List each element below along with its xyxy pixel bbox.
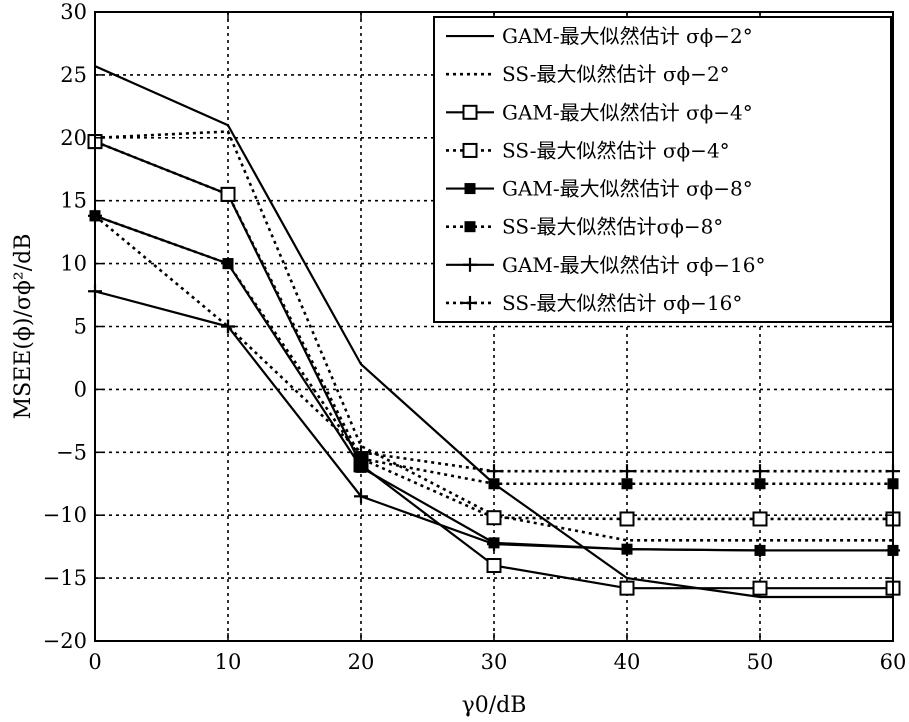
legend-entry: GAM-最大似然估计 σϕ−4°	[446, 100, 753, 124]
legend-label: SS-最大似然估计 σϕ−2°	[502, 62, 730, 86]
legend-label: SS-最大似然估计 σϕ−16°	[502, 291, 742, 315]
plus-marker	[620, 542, 634, 557]
legend-entry: SS-最大似然估计σϕ−8°	[446, 215, 723, 239]
filled-square-marker	[488, 478, 500, 490]
y-axis-title: MSEE(ϕ)/σϕ²/dB	[11, 234, 36, 420]
legend-label: SS-最大似然估计 σϕ−4°	[502, 138, 730, 162]
legend-entry: SS-最大似然估计 σϕ−16°	[446, 291, 742, 315]
plus-marker	[354, 445, 368, 460]
legend-box	[433, 16, 892, 323]
legend-label: GAM-最大似然估计 σϕ−4°	[502, 100, 753, 124]
x-tick-label: 0	[88, 650, 101, 674]
y-tick-label: 30	[60, 0, 87, 24]
y-tick-label: 15	[60, 189, 87, 213]
square-marker	[462, 104, 478, 120]
y-tick-label: −15	[43, 566, 87, 590]
filled-square-marker	[222, 258, 234, 270]
plus-marker	[753, 464, 767, 479]
plus-marker	[463, 295, 477, 310]
plus-marker	[463, 257, 477, 272]
x-tick-label: 30	[481, 650, 508, 674]
x-tick-label: 40	[614, 650, 641, 674]
y-tick-label: 10	[60, 252, 87, 276]
plus-marker	[354, 489, 368, 504]
x-tick-label: 50	[747, 650, 774, 674]
square-marker	[486, 558, 502, 574]
plus-marker	[487, 537, 501, 552]
plus-marker	[620, 464, 634, 479]
square-marker	[619, 511, 635, 527]
legend-entry: SS-最大似然估计 σϕ−2°	[446, 62, 730, 86]
square-marker	[486, 510, 502, 526]
y-tick-label: −10	[43, 503, 87, 527]
y-tick-label: 0	[74, 377, 87, 401]
y-tick-label: −20	[43, 629, 87, 653]
square-marker	[462, 142, 478, 158]
y-tick-label: 5	[74, 315, 87, 339]
legend-entry: SS-最大似然估计 σϕ−4°	[446, 138, 730, 162]
legend-entry: GAM-最大似然估计 σϕ−8°	[446, 177, 753, 201]
plus-marker	[221, 319, 235, 334]
x-tick-label: 10	[215, 650, 242, 674]
series-layer	[87, 65, 901, 599]
y-tick-labels: 30 25 20 15 10 5 0 −5 −10 −15 −20	[43, 0, 87, 653]
filled-square-marker	[464, 183, 476, 195]
legend: GAM-最大似然估计 σϕ−2° SS-最大似然估计 σϕ−2° GAM-最大似然估…	[433, 16, 892, 323]
y-tick-label: 25	[60, 63, 87, 87]
square-marker	[619, 580, 635, 596]
x-tick-label: 20	[348, 650, 375, 674]
y-tick-label: 20	[60, 126, 87, 150]
legend-label: GAM-最大似然估计 σϕ−8°	[502, 177, 753, 201]
tick-marks	[94, 11, 894, 642]
legend-entry: GAM-最大似然估计 σϕ−16°	[446, 253, 766, 277]
filled-square-marker	[464, 221, 476, 233]
legend-label: GAM-最大似然估计 σϕ−16°	[502, 253, 766, 277]
plus-marker	[487, 464, 501, 479]
square-marker	[220, 186, 236, 202]
x-axis-title: γ0/dB	[462, 693, 527, 718]
legend-entry: GAM-最大似然估计 σϕ−2°	[446, 24, 753, 48]
plus-marker	[753, 543, 767, 558]
square-marker	[752, 580, 768, 596]
legend-label: GAM-最大似然估计 σϕ−2°	[502, 24, 753, 48]
x-tick-labels: 0 10 20 30 40 50 60	[88, 650, 906, 674]
square-marker	[752, 511, 768, 527]
filled-square-marker	[621, 478, 633, 490]
y-tick-label: −5	[56, 440, 87, 464]
x-tick-label: 60	[880, 650, 907, 674]
filled-square-marker	[754, 478, 766, 490]
legend-label: SS-最大似然估计σϕ−8°	[502, 215, 723, 239]
